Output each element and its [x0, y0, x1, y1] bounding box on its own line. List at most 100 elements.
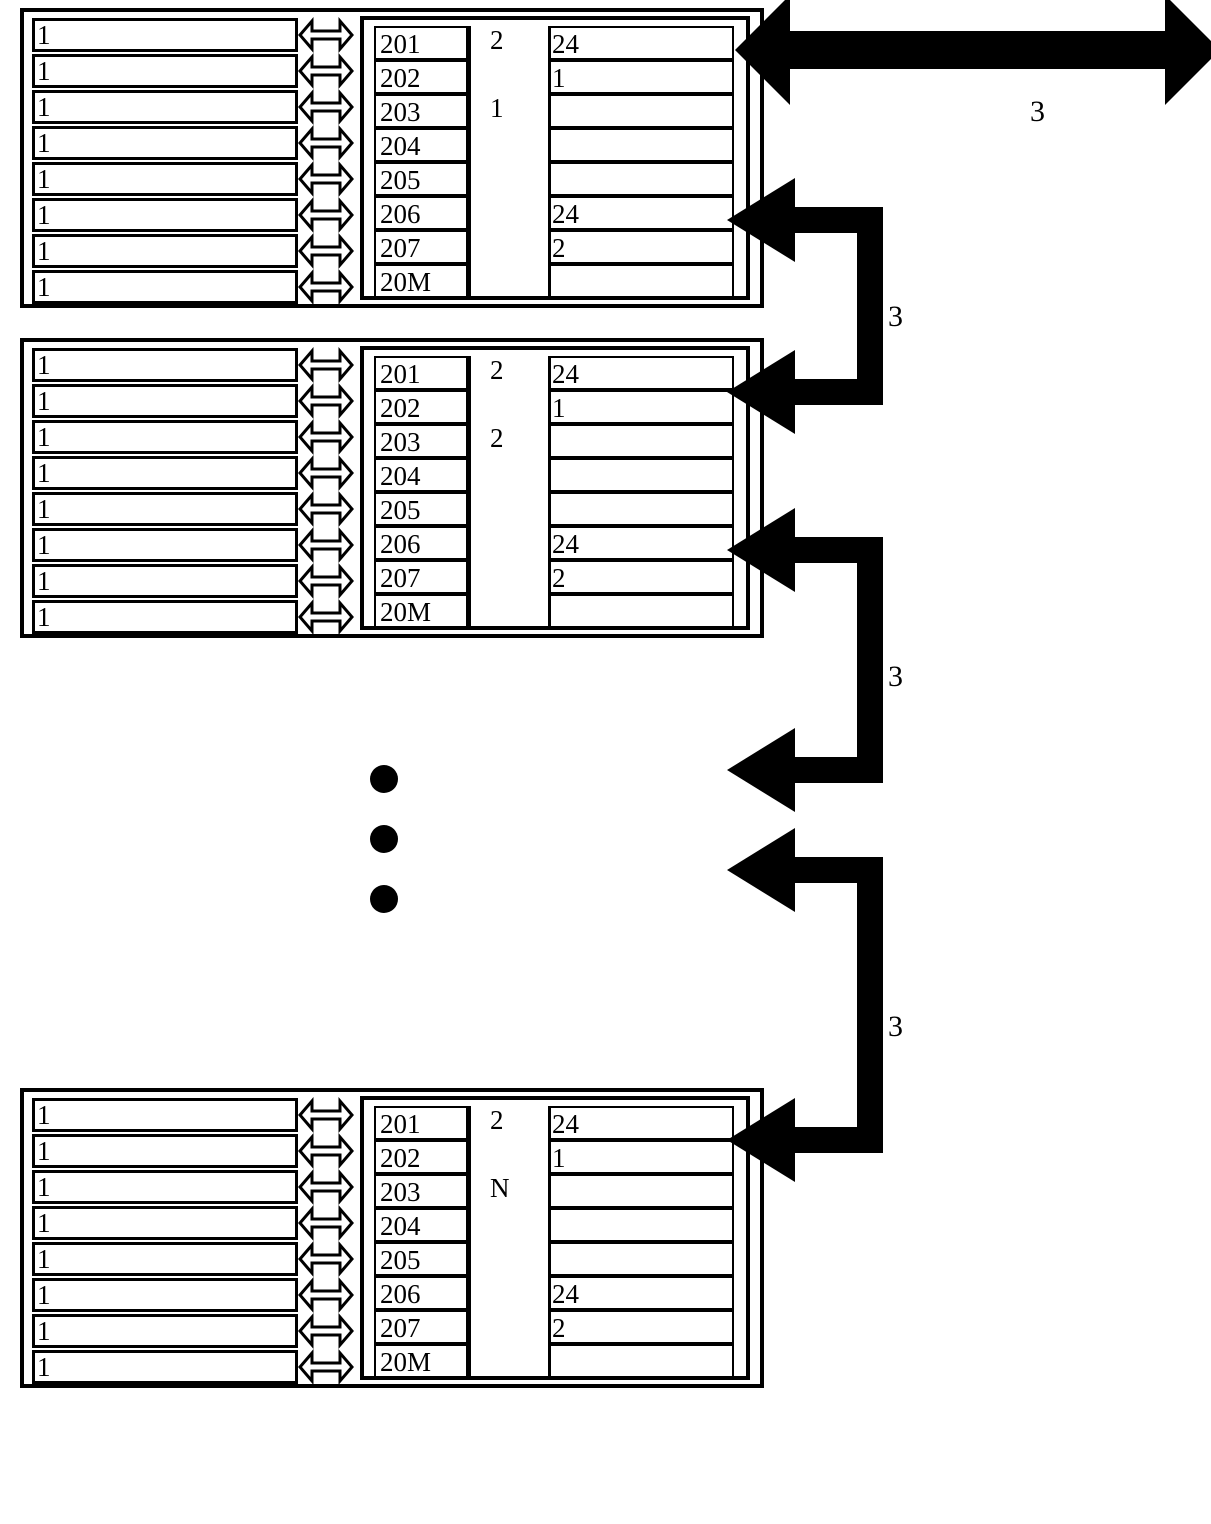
diagram-canvas: 1111111120120220320420520620720M21241242…: [0, 0, 1211, 1524]
left-cell: 206: [374, 196, 468, 230]
mid-label-value: N: [490, 1174, 510, 1204]
left-cell: 204: [374, 1208, 468, 1242]
slot-row: 1: [32, 90, 298, 124]
slot-label: 1: [35, 388, 51, 415]
left-cell: 201: [374, 26, 468, 60]
double-arrow-small: [300, 57, 352, 85]
ellipsis-dot: [370, 825, 398, 853]
connector-arrow: [715, 503, 952, 817]
slot-row: 1: [32, 18, 298, 52]
slot-row: 1: [32, 1170, 298, 1204]
right-cell: 1: [548, 390, 734, 424]
double-arrow-small: [300, 1209, 352, 1237]
slot-row: 1: [32, 126, 298, 160]
external-double-arrow: [735, 0, 1211, 110]
slot-label: 1: [35, 1138, 51, 1165]
slot-row: 1: [32, 420, 298, 454]
slot-label: 1: [35, 1318, 51, 1345]
left-cell: 203: [374, 1174, 468, 1208]
right-cell: [548, 1208, 734, 1242]
connector-label: 3: [888, 660, 903, 693]
left-cell: 204: [374, 458, 468, 492]
double-arrow-small: [300, 1137, 352, 1165]
double-arrow-small: [300, 237, 352, 265]
double-arrow-small: [300, 351, 352, 379]
slot-row: 1: [32, 270, 298, 304]
connector-arrow: [715, 173, 952, 439]
slot-row: 1: [32, 1098, 298, 1132]
left-cell: 206: [374, 526, 468, 560]
slot-row: 1: [32, 162, 298, 196]
left-cell: 201: [374, 1106, 468, 1140]
left-cell: 201: [374, 356, 468, 390]
slot-row: 1: [32, 600, 298, 634]
vline: [468, 356, 471, 628]
right-cell: [548, 94, 734, 128]
double-arrow-small: [300, 1101, 352, 1129]
slot-row: 1: [32, 348, 298, 382]
slot-label: 1: [35, 532, 51, 559]
connector-label: 3: [888, 300, 903, 333]
mid-label-prefix: 2: [490, 26, 504, 56]
slot-row: 1: [32, 1278, 298, 1312]
slot-row: 1: [32, 234, 298, 268]
double-arrow-small: [300, 567, 352, 595]
right-cell: 2: [548, 230, 734, 264]
double-arrow-small: [300, 165, 352, 193]
left-cell: 207: [374, 230, 468, 264]
right-cell: [548, 128, 734, 162]
slot-label: 1: [35, 1354, 51, 1381]
ellipsis-dot: [370, 885, 398, 913]
right-cell: [548, 458, 734, 492]
double-arrow-small: [300, 201, 352, 229]
right-cell: 24: [548, 1276, 734, 1310]
right-cell: 1: [548, 1140, 734, 1174]
double-arrow-small: [300, 129, 352, 157]
slot-label: 1: [35, 424, 51, 451]
slot-label: 1: [35, 496, 51, 523]
double-arrow-small: [300, 1245, 352, 1273]
slot-row: 1: [32, 198, 298, 232]
double-arrow-small: [300, 423, 352, 451]
slot-label: 1: [35, 166, 51, 193]
connector-label: 3: [888, 1010, 903, 1043]
slot-label: 1: [35, 352, 51, 379]
slot-label: 1: [35, 238, 51, 265]
left-cell: 203: [374, 94, 468, 128]
mid-label-value: 2: [490, 424, 504, 454]
right-cell: 1: [548, 60, 734, 94]
slot-row: 1: [32, 1242, 298, 1276]
slot-label: 1: [35, 22, 51, 49]
right-cell: [548, 264, 734, 298]
double-arrow-small: [300, 1281, 352, 1309]
slot-label: 1: [35, 58, 51, 85]
slot-row: 1: [32, 456, 298, 490]
right-cell: 24: [548, 526, 734, 560]
left-cell: 204: [374, 128, 468, 162]
slot-label: 1: [35, 94, 51, 121]
slot-label: 1: [35, 1246, 51, 1273]
left-cell: 205: [374, 1242, 468, 1276]
double-arrow-small: [300, 1173, 352, 1201]
slot-row: 1: [32, 1134, 298, 1168]
right-cell: 2: [548, 1310, 734, 1344]
slot-label: 1: [35, 604, 51, 631]
right-cell: 24: [548, 1106, 734, 1140]
double-arrow-small: [300, 387, 352, 415]
left-cell: 202: [374, 60, 468, 94]
left-cell: 20M: [374, 594, 468, 628]
slot-row: 1: [32, 492, 298, 526]
left-cell: 202: [374, 390, 468, 424]
right-cell: [548, 492, 734, 526]
external-arrow-label: 3: [1030, 95, 1045, 128]
right-cell: 24: [548, 26, 734, 60]
left-cell: 207: [374, 560, 468, 594]
slot-row: 1: [32, 564, 298, 598]
right-cell: [548, 1174, 734, 1208]
right-cell: [548, 1344, 734, 1378]
left-cell: 20M: [374, 264, 468, 298]
double-arrow-small: [300, 93, 352, 121]
left-cell: 203: [374, 424, 468, 458]
double-arrow-small: [300, 531, 352, 559]
slot-label: 1: [35, 130, 51, 157]
